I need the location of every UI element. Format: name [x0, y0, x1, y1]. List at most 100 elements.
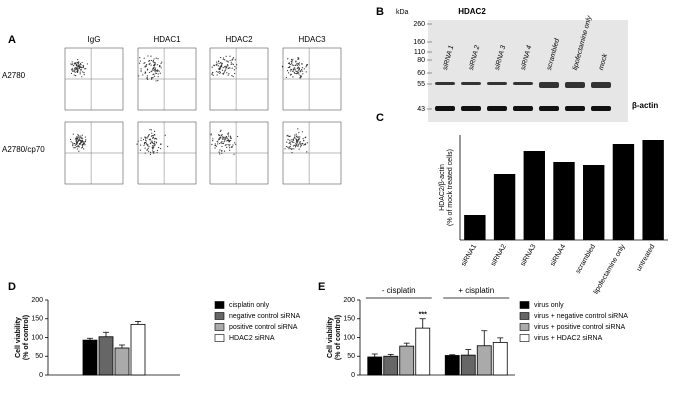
event-dot [72, 70, 74, 72]
event-dot [295, 73, 297, 75]
event-dot [225, 137, 227, 139]
band [591, 106, 611, 111]
event-dot [227, 67, 229, 70]
event-dot [222, 58, 224, 61]
event-dot [299, 141, 301, 143]
event-dot [148, 134, 150, 136]
event-dot [229, 55, 231, 57]
event-dot [78, 67, 80, 69]
event-dot [82, 71, 84, 73]
band [461, 82, 481, 85]
event-dot [79, 66, 81, 68]
event-dot [301, 131, 303, 133]
event-dot [302, 138, 304, 140]
event-dot [159, 147, 162, 150]
event-dot [220, 134, 222, 136]
marker-label: 160 [413, 39, 425, 46]
event-dot [291, 61, 293, 63]
event-dot [221, 69, 224, 71]
bar [460, 354, 476, 376]
event-dot [301, 67, 304, 69]
event-dot [159, 65, 161, 67]
event-dot [305, 136, 307, 138]
event-dot [145, 140, 147, 142]
event-dot [80, 69, 83, 71]
bar [444, 355, 460, 376]
band [435, 106, 455, 111]
y-tick-label: 150 [343, 316, 355, 323]
bar [492, 341, 508, 376]
event-dot [79, 73, 81, 75]
event-dot [150, 78, 153, 80]
event-dot [297, 69, 300, 71]
event-dot [290, 143, 292, 145]
bar [98, 336, 114, 376]
band [539, 106, 559, 111]
event-dot [226, 65, 228, 67]
event-dot [157, 80, 159, 82]
blot-membrane [428, 20, 628, 122]
event-dot [224, 70, 226, 72]
event-dot [298, 58, 300, 60]
event-dot [155, 80, 157, 82]
event-dot [216, 63, 218, 65]
event-dot [295, 70, 297, 72]
legend-label: HDAC2 siRNA [229, 335, 275, 342]
column-header: IgG [88, 35, 101, 44]
event-dot [146, 77, 148, 80]
event-dot [212, 138, 214, 140]
event-dot [214, 144, 216, 147]
event-dot [298, 62, 301, 64]
event-dot [306, 142, 308, 144]
event-dot [81, 140, 83, 142]
event-dot [152, 59, 154, 62]
event-dot [149, 62, 151, 64]
event-dot [300, 144, 302, 146]
event-dot [74, 71, 76, 73]
event-dot [217, 61, 220, 63]
event-dot [77, 71, 79, 73]
event-dot [299, 74, 301, 77]
event-dot [70, 72, 73, 75]
event-dot [78, 146, 80, 148]
event-dot [299, 146, 302, 148]
event-dot [306, 65, 308, 67]
event-dot [164, 134, 166, 136]
error-bar [135, 320, 141, 325]
event-dot [289, 135, 291, 137]
event-dot [291, 138, 293, 141]
event-dot [81, 76, 83, 78]
event-dot [79, 69, 82, 71]
event-dot [221, 152, 223, 154]
event-dot [83, 142, 85, 145]
event-dot [301, 63, 303, 65]
event-dot [236, 135, 239, 138]
event-dot [227, 135, 230, 137]
event-dot [76, 146, 78, 148]
event-dot [70, 69, 73, 71]
blot-title: HDAC2 [458, 7, 486, 16]
event-dot [288, 148, 290, 150]
event-dot [154, 67, 156, 69]
event-dot [153, 151, 155, 153]
event-dot [303, 140, 305, 142]
x-tick-label: lipofectamine only [593, 243, 627, 295]
event-dot [296, 67, 298, 70]
event-dot [155, 57, 157, 59]
event-dot [138, 75, 140, 77]
event-dot [80, 139, 82, 141]
event-dot [289, 65, 291, 68]
event-dot [227, 64, 229, 67]
event-dot [220, 57, 222, 59]
event-dot [210, 133, 212, 135]
event-dot [229, 67, 231, 69]
event-dot [148, 60, 150, 62]
y-tick-label: 150 [31, 316, 43, 323]
event-dot [155, 138, 158, 140]
event-dot [233, 153, 235, 155]
event-dot [147, 145, 149, 147]
event-dot [298, 73, 300, 75]
event-dot [152, 67, 155, 70]
event-dot [219, 72, 221, 74]
event-dot [81, 144, 83, 146]
